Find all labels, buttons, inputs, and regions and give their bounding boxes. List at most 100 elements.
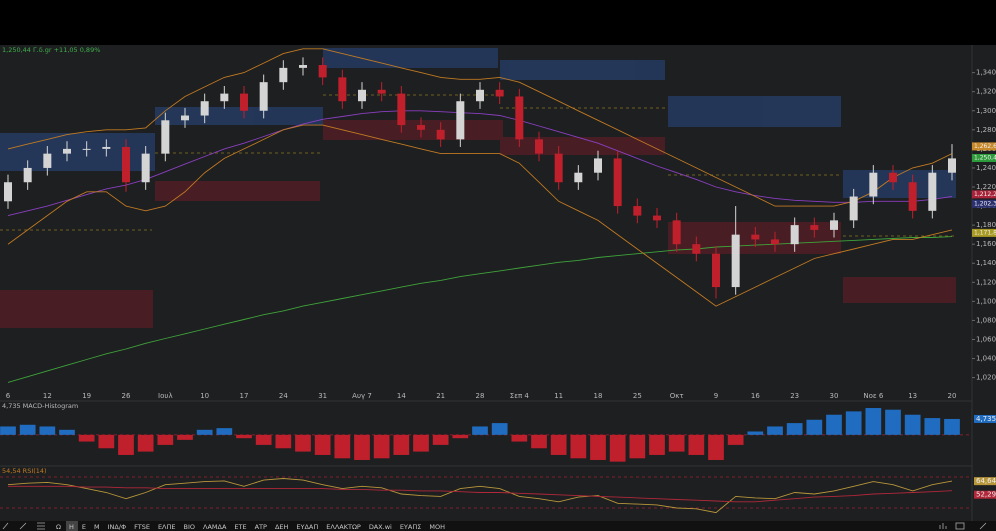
toolbar-tab[interactable]: ΑΤΡ <box>255 523 267 531</box>
candle-body <box>397 93 406 126</box>
x-tick-label: Σεπ 4 <box>510 392 530 400</box>
toolbar-tab[interactable]: ΕΛΛΑΚΤΩΡ <box>326 523 361 531</box>
icon[interactable] <box>955 522 965 530</box>
price-badge-bg <box>972 228 996 237</box>
y-tick-label: 1,120 <box>976 278 996 286</box>
icon <box>37 522 45 530</box>
zone <box>323 48 498 68</box>
candle-body <box>692 244 701 254</box>
toolbar-tab[interactable]: Μ <box>94 523 100 531</box>
candle-body <box>259 82 268 111</box>
value-badge: 52,29 <box>974 490 996 499</box>
candle-body <box>456 101 465 140</box>
histogram-bar <box>255 434 272 445</box>
price-badge-bg <box>972 153 996 162</box>
active-tab-bg <box>65 521 78 531</box>
histogram-bar <box>236 434 252 439</box>
x-tick-label: 9 <box>714 392 718 400</box>
x-tick-label: 28 <box>476 392 485 400</box>
indicator-line <box>7 478 953 514</box>
histogram-bar <box>157 434 174 445</box>
candle-body <box>299 65 307 68</box>
indicator-line <box>7 48 953 207</box>
toolbar-tab[interactable]: ΕΛΠΕ <box>158 523 176 531</box>
candle-body <box>141 153 150 183</box>
icon[interactable] <box>939 523 947 529</box>
x-tick-label: 21 <box>436 392 445 400</box>
toolbar-tab[interactable]: ΕΥΑΠΣ <box>400 523 422 531</box>
value-badge: 64,64 <box>974 477 996 486</box>
x-tick-label: 17 <box>240 392 249 400</box>
x-tick-label: 19 <box>82 392 91 400</box>
y-tick-label: 1,060 <box>976 335 996 343</box>
toolbar-icons <box>2 522 987 530</box>
candle-body <box>417 125 425 130</box>
value-badge-bg <box>974 490 996 499</box>
histogram-bar <box>78 434 95 442</box>
indicator-line <box>7 110 953 217</box>
zone <box>668 96 841 127</box>
candle-body <box>535 139 543 154</box>
price-badge-bg <box>972 199 996 208</box>
candle-body <box>43 153 52 168</box>
x-tick-label: 14 <box>397 392 406 400</box>
icon[interactable] <box>979 522 987 530</box>
instrument-title: 1,250,44 Γ.δ.gr +11,05 0,89% <box>2 46 100 54</box>
candle-body <box>279 67 288 83</box>
toolbar-tab[interactable]: ΕΥΔΑΠ <box>296 523 318 531</box>
x-tick-label: Οκτ <box>670 392 684 400</box>
y-tick-label: 1,040 <box>976 355 996 363</box>
toolbar-tab[interactable]: ΕΤΕ <box>234 523 246 531</box>
indicator-line <box>7 124 953 307</box>
toolbar-tab[interactable]: ΙΝΔ/Φ <box>108 523 127 531</box>
candle-body <box>240 93 248 111</box>
toolbar-tab[interactable]: Η <box>69 523 74 531</box>
histogram-bar <box>550 434 567 455</box>
candle-body <box>338 77 347 102</box>
y-tick-label: 1,220 <box>976 183 996 191</box>
y-tick-label: 1,320 <box>976 88 996 96</box>
x-tick-label: 30 <box>830 392 839 400</box>
histogram-bar <box>865 408 882 435</box>
candle-body <box>790 225 799 245</box>
candle-body <box>633 206 642 216</box>
toolbar-tab[interactable]: Ω <box>56 523 61 531</box>
histogram-bar <box>98 434 115 449</box>
histogram-bar <box>432 434 449 445</box>
histogram-bar <box>177 434 193 440</box>
candle-body <box>318 65 327 78</box>
value-badge: 4,735 <box>974 414 996 423</box>
x-tick-label: 13 <box>908 392 917 400</box>
zone <box>323 120 503 140</box>
candle-body <box>161 120 170 154</box>
x-tick-label: 18 <box>594 392 603 400</box>
x-tick-label: 10 <box>200 392 209 400</box>
candle-body <box>712 253 720 288</box>
toolbar-tab[interactable]: Ε <box>82 523 86 531</box>
candle-body <box>63 148 71 154</box>
y-tick-label: 1,160 <box>976 240 996 248</box>
candle-body <box>869 172 878 197</box>
toolbar-tab[interactable]: DAX.wi <box>369 523 392 531</box>
toolbar-tab[interactable]: ΒΙΟ <box>184 523 196 531</box>
toolbar-tab[interactable]: ΜΟΗ <box>429 523 445 531</box>
histogram-bar <box>786 423 803 435</box>
price-badge: 1,250,44 <box>972 153 996 162</box>
histogram-bar <box>826 414 842 435</box>
histogram-bar <box>393 434 410 455</box>
icon <box>19 522 27 530</box>
y-tick-label: 1,280 <box>976 126 996 134</box>
candle-body <box>653 215 661 221</box>
candle-body <box>849 196 858 221</box>
toolbar-tab[interactable]: ΔΕΗ <box>275 523 289 531</box>
toolbar-tab[interactable]: ΛΑΜΔΑ <box>203 523 227 531</box>
toolbar-tab[interactable]: FTSE <box>134 523 150 531</box>
histogram-bar <box>767 426 783 435</box>
histogram-bar <box>0 426 16 435</box>
histogram-bar <box>531 434 547 449</box>
x-tick-label: 12 <box>43 392 52 400</box>
histogram-bar <box>885 409 901 435</box>
candle-body <box>830 220 838 230</box>
histogram-bar <box>314 434 331 455</box>
